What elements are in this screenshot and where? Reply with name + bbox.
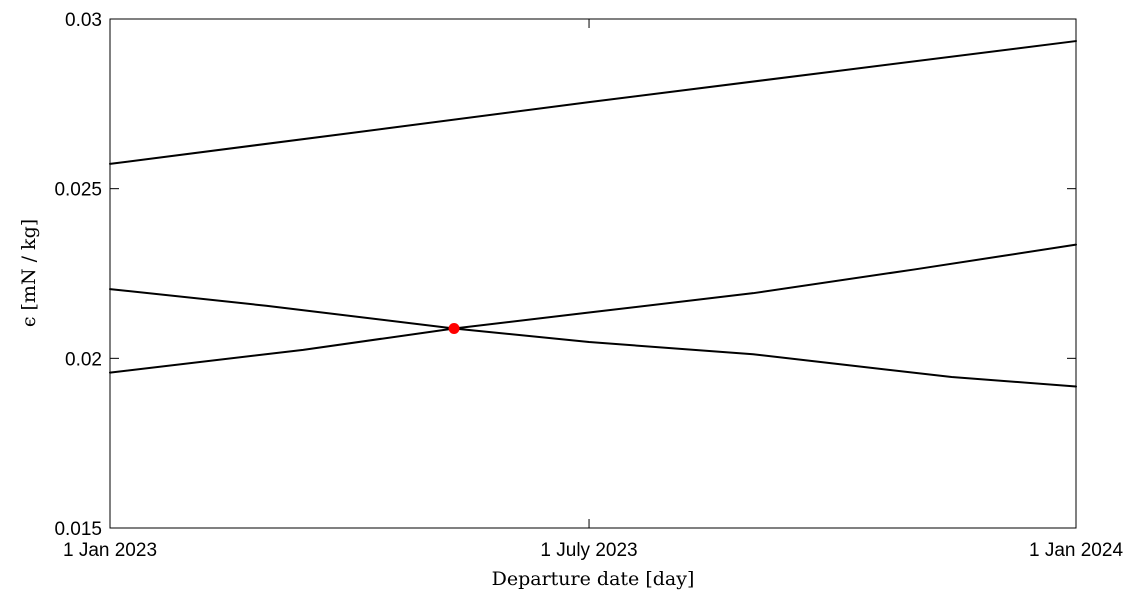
x-tick-label: 1 Jan 2024 xyxy=(1029,540,1123,561)
marker-layer xyxy=(449,323,460,334)
y-tick-label: 0.02 xyxy=(65,349,102,370)
x-tick-label: 1 Jan 2023 xyxy=(63,540,157,561)
intersection-point xyxy=(449,323,460,334)
x-tick-label: 1 July 2023 xyxy=(540,540,637,561)
y-tick-label: 0.015 xyxy=(54,519,102,540)
y-tick-label: 0.025 xyxy=(54,180,102,201)
y-tick-label: 0.03 xyxy=(65,10,102,31)
y-axis-label: ϵ [mN / kg] xyxy=(18,219,40,327)
plot-area xyxy=(110,19,1076,528)
x-axis-label: Departure date [day] xyxy=(492,568,695,590)
